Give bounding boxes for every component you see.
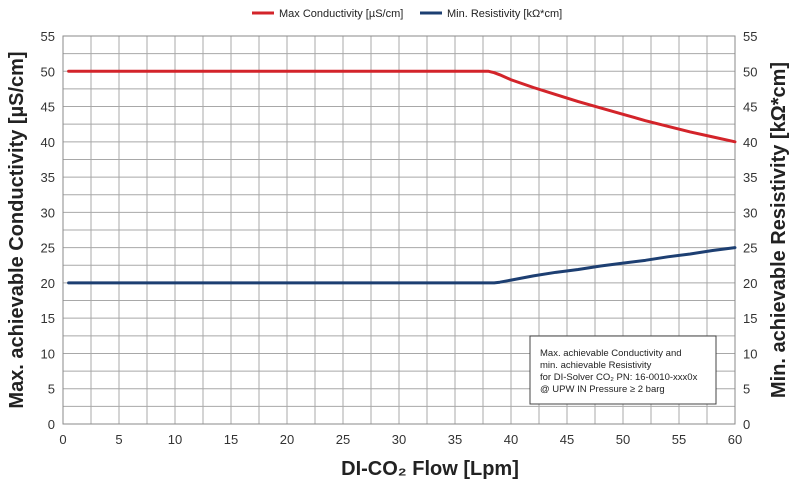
y-right-tick-label: 0	[743, 417, 750, 432]
x-tick-label: 5	[115, 432, 122, 447]
y-left-tick-label: 10	[41, 346, 55, 361]
x-tick-label: 10	[168, 432, 182, 447]
y-right-tick-label: 30	[743, 205, 757, 220]
x-axis-title: DI-CO₂ Flow [Lpm]	[341, 458, 519, 480]
y-axis-left-ticks: 0 5 10 15 20 25 30 35 40 45 50 55	[41, 29, 55, 432]
series-line-resistivity	[67, 246, 737, 285]
annotation-line-3: for DI-Solver CO₂ PN: 16-0010-xxx0x	[540, 372, 698, 383]
y-right-tick-label: 5	[743, 382, 750, 397]
y-right-tick-label: 50	[743, 64, 757, 79]
y-right-tick-label: 55	[743, 29, 757, 44]
y-axis-right-title: Min. achievable Resistivity [kΩ*cm]	[768, 62, 790, 398]
x-tick-label: 20	[280, 432, 294, 447]
y-axis-left-title: Max. achievable Conductivity [µS/cm]	[6, 51, 28, 408]
series-line-conductivity	[67, 69, 737, 144]
legend-label-resistivity: Min. Resistivity [kΩ*cm]	[447, 8, 562, 20]
y-left-tick-label: 50	[41, 64, 55, 79]
x-tick-label: 40	[504, 432, 518, 447]
annotation-box: Max. achievable Conductivity and min. ac…	[529, 335, 717, 405]
legend-label-conductivity: Max Conductivity [µS/cm]	[279, 8, 403, 20]
x-tick-label: 30	[392, 432, 406, 447]
x-tick-label: 50	[616, 432, 630, 447]
series-lines	[67, 69, 737, 285]
y-left-tick-label: 55	[41, 29, 55, 44]
y-left-tick-label: 25	[41, 241, 55, 256]
y-left-tick-label: 0	[48, 417, 55, 432]
y-left-tick-label: 35	[41, 170, 55, 185]
annotation-line-4: @ UPW IN Pressure ≥ 2 barg	[540, 384, 665, 395]
plot-frame	[62, 35, 736, 425]
y-right-tick-label: 25	[743, 241, 757, 256]
annotation-line-2: min. achievable Resistivity	[540, 360, 652, 371]
annotation-line-1: Max. achievable Conductivity and	[540, 348, 682, 359]
y-left-tick-label: 5	[48, 382, 55, 397]
x-tick-label: 25	[336, 432, 350, 447]
y-right-tick-label: 45	[743, 100, 757, 115]
y-right-tick-label: 40	[743, 135, 757, 150]
y-left-tick-label: 30	[41, 205, 55, 220]
y-right-tick-label: 35	[743, 170, 757, 185]
x-tick-label: 0	[59, 432, 66, 447]
x-axis-ticks: 0 5 10 15 20 25 30 35 40 45 50 55 60	[59, 432, 742, 447]
y-right-tick-label: 20	[743, 276, 757, 291]
y-axis-right-ticks: 0 5 10 15 20 25 30 35 40 45 50 55	[743, 29, 757, 432]
x-tick-label: 60	[728, 432, 742, 447]
y-right-tick-label: 10	[743, 346, 757, 361]
y-left-tick-label: 45	[41, 100, 55, 115]
y-right-tick-label: 15	[743, 311, 757, 326]
x-tick-label: 55	[672, 432, 686, 447]
legend: Max Conductivity [µS/cm] Min. Resistivit…	[252, 8, 562, 20]
y-left-tick-label: 40	[41, 135, 55, 150]
y-left-tick-label: 20	[41, 276, 55, 291]
x-tick-label: 45	[560, 432, 574, 447]
y-left-tick-label: 15	[41, 311, 55, 326]
x-tick-label: 15	[224, 432, 238, 447]
x-tick-label: 35	[448, 432, 462, 447]
